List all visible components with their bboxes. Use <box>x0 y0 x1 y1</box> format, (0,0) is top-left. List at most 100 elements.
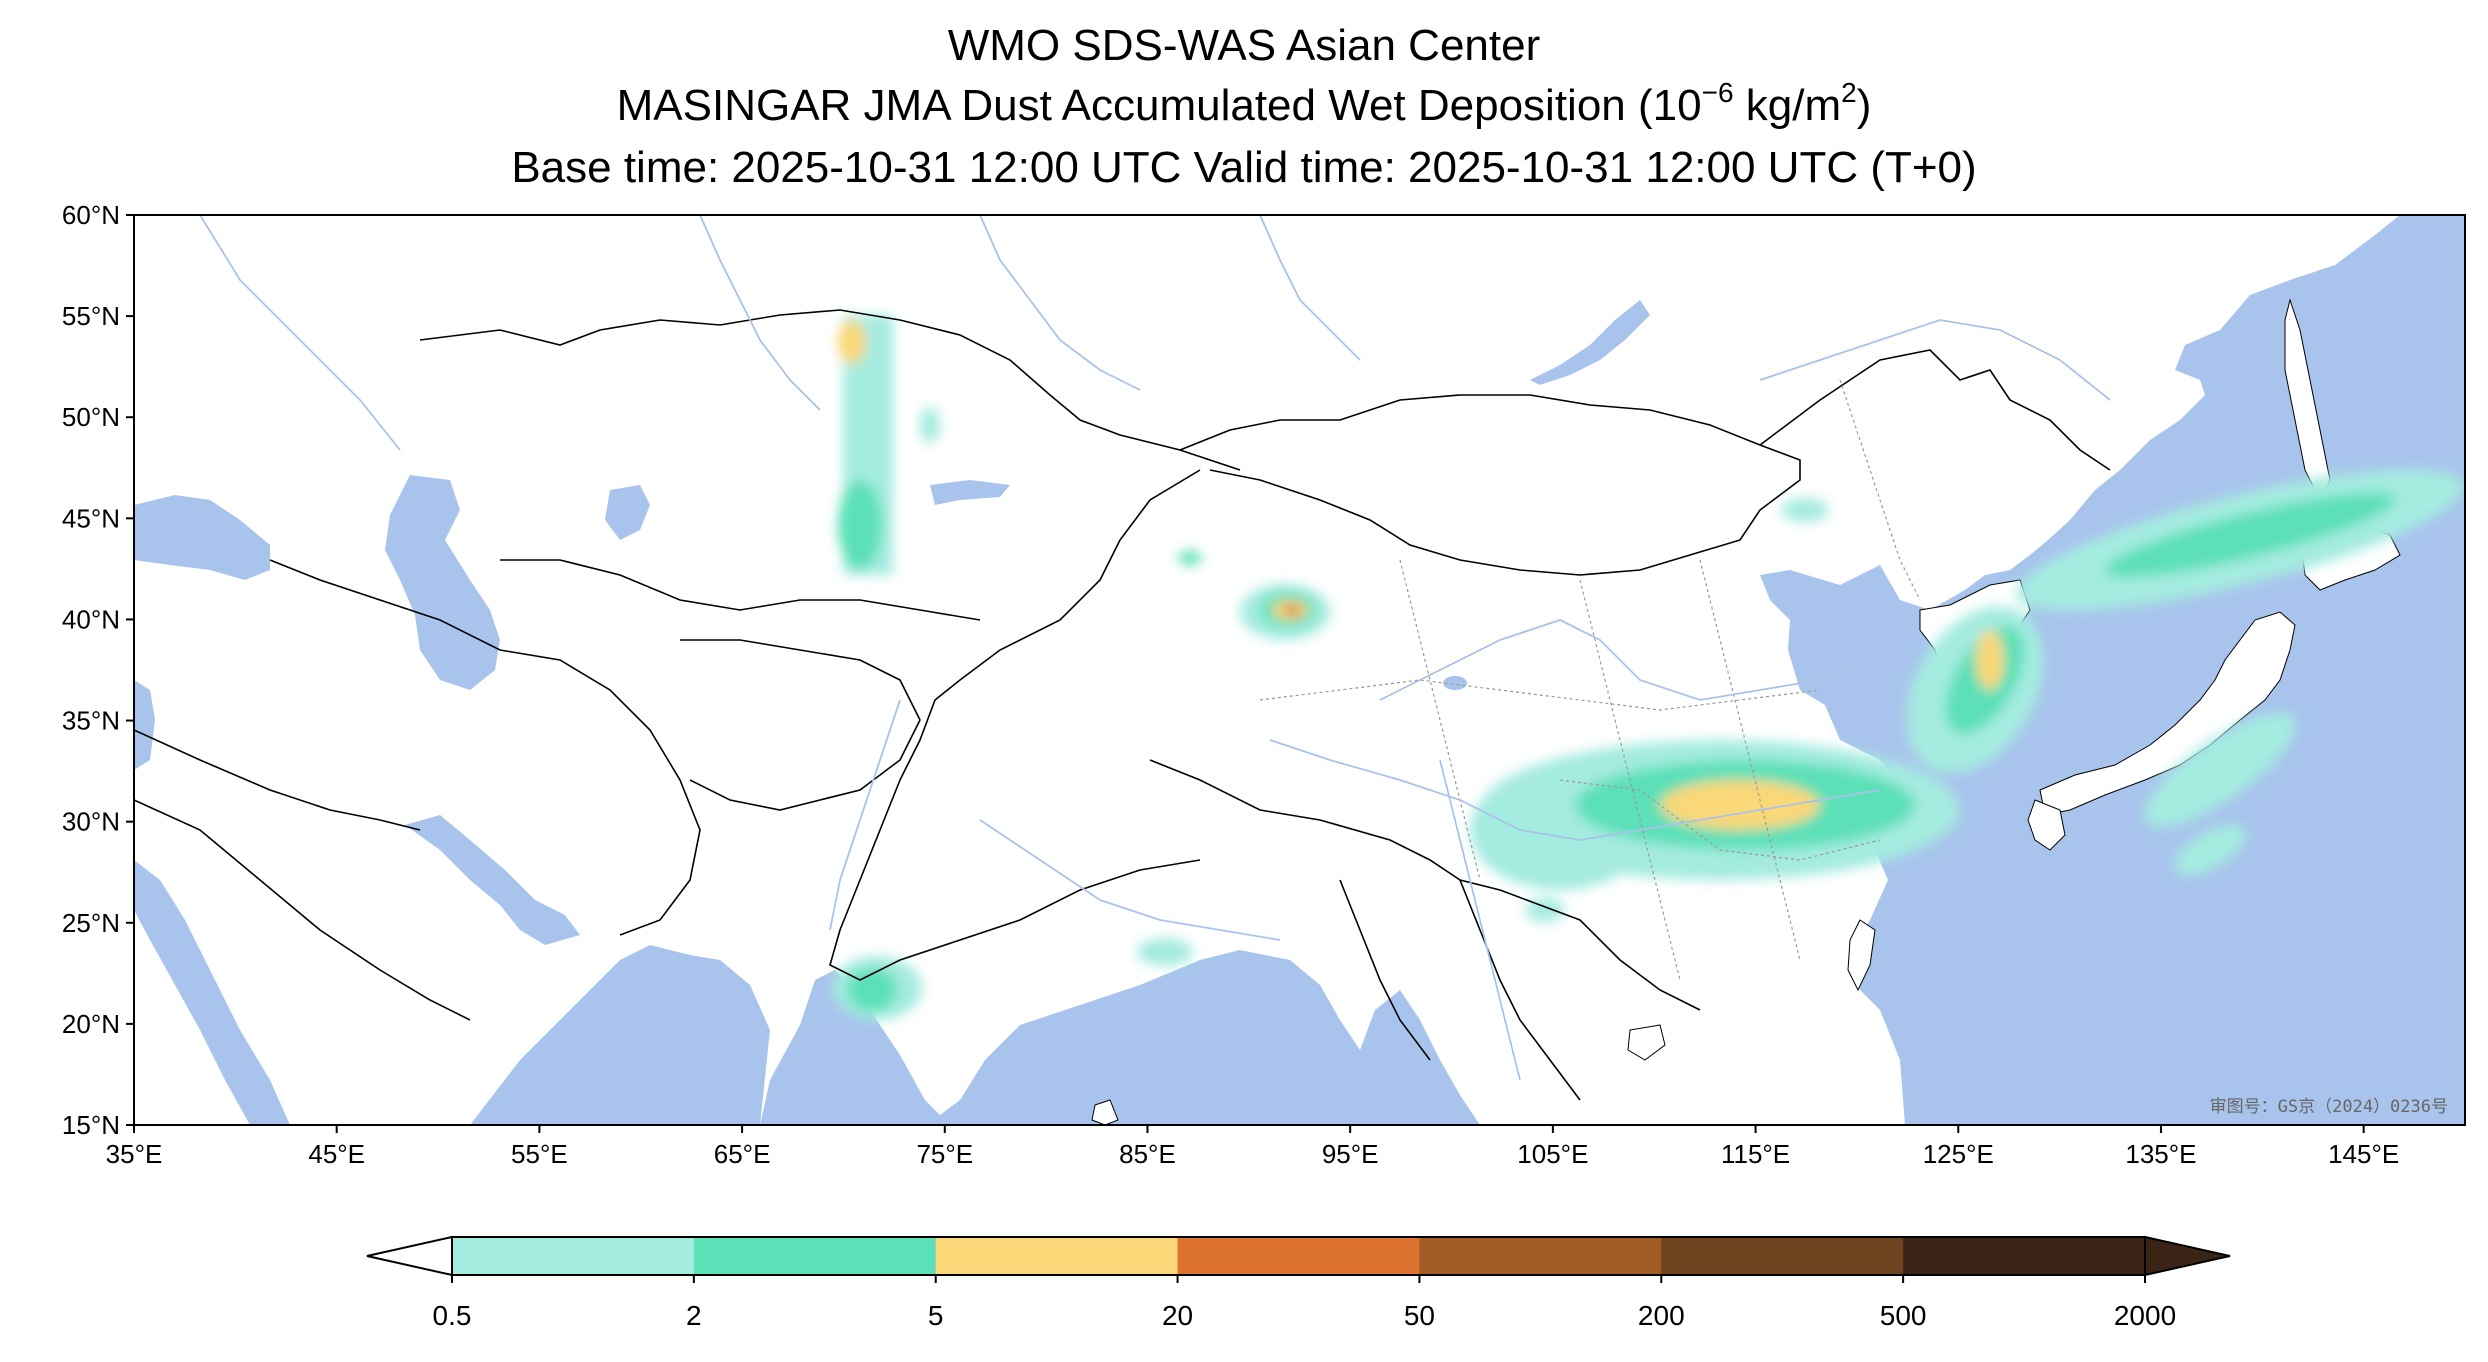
dust-central-china-l3 <box>1660 780 1820 830</box>
colorbar-segment <box>1177 1237 1420 1275</box>
colorbar-segment <box>452 1237 695 1275</box>
dust-kazakh-strip-l3 <box>838 320 866 364</box>
red-sea <box>134 860 290 1125</box>
colorbar-frame <box>451 1236 2146 1276</box>
colorbar-level-label: 0.5 <box>432 1300 472 1331</box>
dust-kazakh-east-l1 <box>920 407 940 443</box>
province-lines-4 <box>1699 559 1801 961</box>
qinghai-lake <box>1443 676 1467 690</box>
border-india <box>829 779 1201 981</box>
river-yangtze <box>1269 739 1881 841</box>
river-amur <box>1759 319 2111 401</box>
dust-kazakh-strip-l2 <box>838 480 882 570</box>
y-tick-label: 55°N <box>62 301 120 331</box>
dust-yunnan-l1 <box>1525 898 1565 922</box>
map-area: 审图号：GS京（2024）0236号 <box>134 215 2465 1125</box>
x-tick-label: 75°E <box>916 1139 973 1169</box>
x-tick-label: 135°E <box>2125 1139 2196 1169</box>
country-borders <box>134 309 2111 1101</box>
border-iran <box>269 559 701 936</box>
border-china-russia-ne <box>1759 349 2111 471</box>
province-lines-6 <box>1839 379 1921 601</box>
black-sea <box>134 495 270 580</box>
sri-lanka <box>1091 1099 1119 1125</box>
y-tick-label: 40°N <box>62 604 120 634</box>
y-tick-label: 45°N <box>62 503 120 533</box>
dust-korea-l3 <box>1976 630 2004 690</box>
x-tick-label: 35°E <box>106 1139 163 1169</box>
rivers <box>199 215 2111 1081</box>
y-tick-label: 50°N <box>62 402 120 432</box>
x-tick-label: 85°E <box>1119 1139 1176 1169</box>
province-lines-3 <box>1579 579 1681 981</box>
colorbar <box>366 1235 2231 1283</box>
y-tick-label: 35°N <box>62 706 120 736</box>
river-indus <box>829 699 901 931</box>
pacific-ocean <box>1760 215 2465 1125</box>
aral-sea <box>605 485 650 540</box>
river-yenisei <box>1259 215 1361 361</box>
dust-japan-south-l1 <box>2144 712 2296 828</box>
time-info: Base time: 2025-10-31 12:00 UTC Valid ti… <box>511 143 1977 192</box>
border-se-asia <box>1339 879 1581 1101</box>
colorbar-level-label: 2 <box>686 1300 702 1331</box>
ocean-shapes <box>134 215 2465 1125</box>
y-tick-label: 30°N <box>62 807 120 837</box>
river-irtysh <box>979 215 1141 391</box>
y-tick-label: 25°N <box>62 908 120 938</box>
x-tick-label: 145°E <box>2328 1139 2399 1169</box>
hainan <box>1627 1024 1666 1061</box>
colorbar-level-label: 2000 <box>2113 1300 2177 1331</box>
colorbar-level-label: 20 <box>1161 1300 1194 1331</box>
province-borders <box>1259 379 1921 981</box>
indian-ocean <box>760 950 1480 1125</box>
japan-honshu <box>2039 611 2296 816</box>
dust-tarim-l4 <box>1283 605 1301 615</box>
chart-subtitle: MASINGAR JMA Dust Accumulated Wet Deposi… <box>616 77 1872 131</box>
dust-japan-band-l2 <box>2104 492 2396 578</box>
map-frame <box>133 214 2466 1126</box>
colorbar-segment <box>693 1237 937 1275</box>
border-arabia <box>134 729 471 1021</box>
colorbar-over-extend <box>2144 1235 2231 1277</box>
colorbar-segment <box>935 1237 1179 1275</box>
bohai-sea <box>1810 615 1885 665</box>
colorbar-level-label: 500 <box>1879 1300 1927 1331</box>
border-russia-kazakh <box>419 309 1241 471</box>
y-axis: 60°N 55°N 50°N 45°N 40°N 35°N 30°N 25°N 20°N 15°N <box>62 200 134 1140</box>
lake-baikal <box>1530 300 1650 385</box>
colorbar-level-label: 5 <box>927 1300 944 1331</box>
chart-title: WMO SDS-WAS Asian Center <box>947 21 1541 70</box>
x-tick-label: 115°E <box>1721 1139 1790 1169</box>
river-mekong <box>1439 759 1521 1081</box>
province-lines-2 <box>1399 559 1481 881</box>
x-tick-label: 45°E <box>308 1139 365 1169</box>
x-tick-label: 55°E <box>511 1139 568 1169</box>
x-axis: 35°E 45°E 55°E 65°E 75°E 85°E 95°E 105°E 115°E 12… <box>106 1125 2399 1169</box>
dust-pacific-south-l1 <box>2174 824 2246 876</box>
colorbar-segment <box>1419 1237 1662 1275</box>
y-tick-label: 15°N <box>62 1110 120 1140</box>
river-ganges <box>979 819 1281 941</box>
dust-india-north-l1 <box>1137 938 1193 966</box>
colorbar-segment <box>1661 1237 1904 1275</box>
province-lines-5 <box>1559 779 1881 861</box>
border-afghan <box>680 639 921 811</box>
colorbar-under-extend <box>366 1235 453 1277</box>
colorbar-segment <box>1903 1237 2146 1275</box>
lake-balkhash <box>930 480 1010 505</box>
province-lines-1 <box>1259 679 1821 711</box>
x-tick-label: 65°E <box>714 1139 771 1169</box>
border-china-west <box>899 469 1201 781</box>
colorbar-level-label: 200 <box>1637 1300 1685 1331</box>
dust-kyrgyz-l2 <box>1178 551 1202 565</box>
japan-kyushu <box>2027 799 2066 851</box>
x-tick-label: 125°E <box>1923 1139 1994 1169</box>
x-tick-label: 105°E <box>1517 1139 1588 1169</box>
x-tick-label: 95°E <box>1322 1139 1379 1169</box>
persian-gulf <box>405 815 580 945</box>
river-volga <box>199 215 401 451</box>
river-ob <box>699 215 821 411</box>
arabian-sea <box>470 945 770 1125</box>
